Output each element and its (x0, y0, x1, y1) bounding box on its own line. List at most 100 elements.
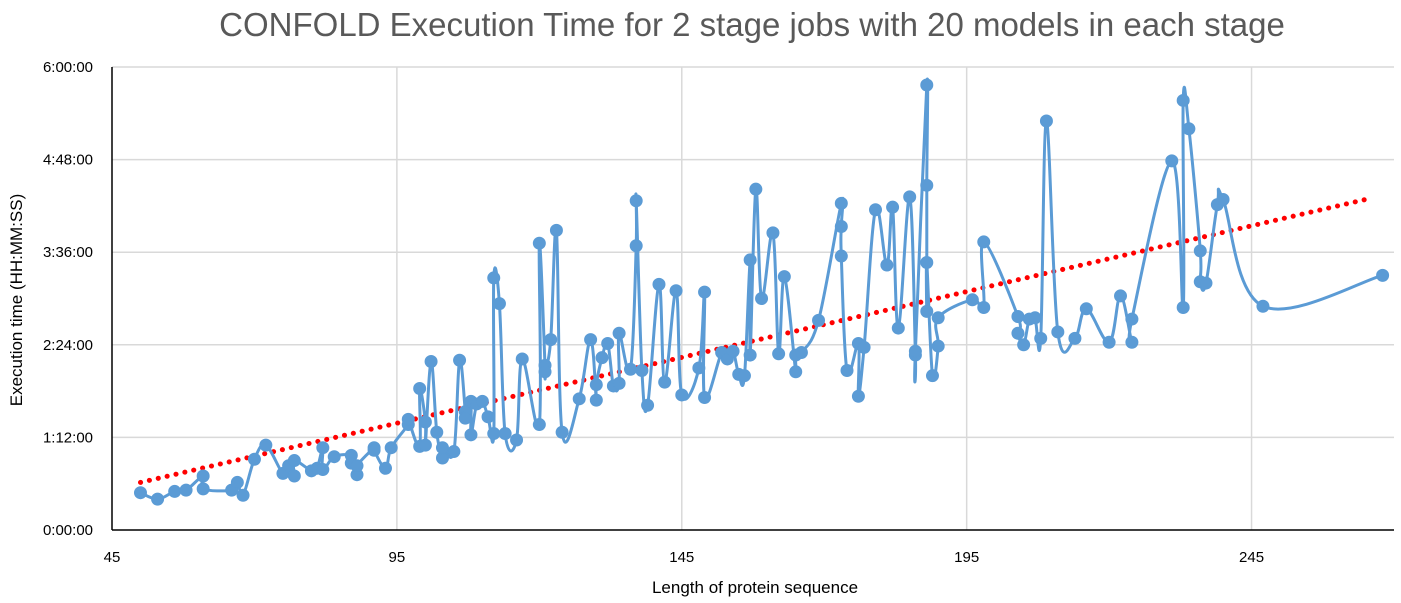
data-point (424, 355, 438, 369)
data-point (903, 190, 917, 204)
data-point (1051, 325, 1065, 339)
data-points (133, 78, 1390, 506)
data-point (675, 388, 689, 402)
data-point (589, 393, 603, 407)
data-point (384, 441, 398, 455)
data-point (498, 427, 512, 441)
data-point (789, 365, 803, 379)
data-point (920, 255, 934, 269)
data-point (920, 304, 934, 318)
data-point (601, 337, 615, 351)
data-point (1216, 192, 1230, 206)
data-point (1376, 268, 1390, 282)
data-point (453, 353, 467, 367)
data-point (698, 285, 712, 299)
data-point (908, 344, 922, 358)
data-point (487, 271, 501, 285)
data-point (259, 438, 273, 452)
data-point (669, 284, 683, 298)
data-point (1182, 122, 1196, 136)
trend-line (137, 195, 1374, 485)
data-point (794, 346, 808, 360)
data-point (510, 433, 524, 447)
trend-line-group (137, 195, 1374, 485)
data-point (1017, 338, 1031, 352)
data-point (812, 313, 826, 327)
x-tick-label: 245 (1239, 549, 1264, 566)
data-point (1034, 331, 1048, 345)
data-point (925, 369, 939, 383)
data-point (743, 253, 757, 267)
data-point (287, 469, 301, 483)
data-point (635, 364, 649, 378)
data-point (401, 412, 415, 426)
data-point (629, 194, 643, 208)
data-point (1193, 244, 1207, 258)
data-point (977, 235, 991, 249)
x-tick-label: 145 (669, 549, 694, 566)
data-point (931, 339, 945, 353)
data-point (572, 392, 586, 406)
data-point (1079, 302, 1093, 316)
data-point (1165, 154, 1179, 168)
data-point (920, 178, 934, 192)
data-point (1256, 299, 1270, 313)
data-point (1011, 326, 1025, 340)
y-tick-label: 1:12:00 (43, 429, 93, 446)
data-point (151, 492, 165, 506)
data-point (196, 482, 210, 496)
axes (111, 67, 1394, 531)
data-point (247, 452, 261, 466)
data-point (230, 475, 244, 489)
x-tick-label: 195 (954, 549, 979, 566)
data-point (886, 200, 900, 214)
data-point (777, 270, 791, 284)
data-point (766, 226, 780, 240)
data-point (772, 347, 786, 361)
y-tick-label: 4:48:00 (43, 152, 93, 169)
data-point (475, 394, 489, 408)
data-point (378, 461, 392, 475)
data-point (418, 415, 432, 429)
series-line-group (139, 77, 1383, 501)
data-point (595, 351, 609, 365)
data-point (834, 219, 848, 233)
data-point (880, 258, 894, 272)
data-point (350, 459, 364, 473)
data-point (1176, 301, 1190, 315)
data-point (692, 361, 706, 375)
data-point (834, 196, 848, 210)
data-point (287, 454, 301, 468)
data-point (920, 78, 934, 92)
data-point (737, 369, 751, 383)
data-point (538, 365, 552, 379)
data-point (1102, 335, 1116, 349)
data-point (481, 410, 495, 424)
data-point (1114, 289, 1128, 303)
y-tick-labels: 0:00:00 1:12:00 2:24:00 3:36:00 4:48:00 6:00:… (43, 59, 93, 539)
data-point (168, 484, 182, 498)
y-tick-label: 6:00:00 (43, 59, 93, 76)
data-point (840, 364, 854, 378)
data-point (555, 425, 569, 439)
data-point (492, 297, 506, 311)
data-point (726, 344, 740, 358)
data-point (532, 236, 546, 250)
data-point (652, 277, 666, 291)
data-point (316, 463, 330, 477)
data-point (612, 326, 626, 340)
series-line (139, 77, 1383, 501)
x-tick-label: 45 (104, 549, 121, 566)
data-point (857, 340, 871, 354)
data-point (1125, 312, 1139, 326)
data-point (755, 292, 769, 305)
data-point (544, 333, 558, 347)
data-point (977, 301, 991, 315)
data-point (698, 391, 712, 405)
data-point (236, 488, 250, 502)
data-point (584, 333, 598, 347)
x-tick-label: 95 (389, 549, 406, 566)
data-point (965, 293, 979, 307)
data-point (464, 428, 478, 442)
data-point (1125, 335, 1139, 349)
